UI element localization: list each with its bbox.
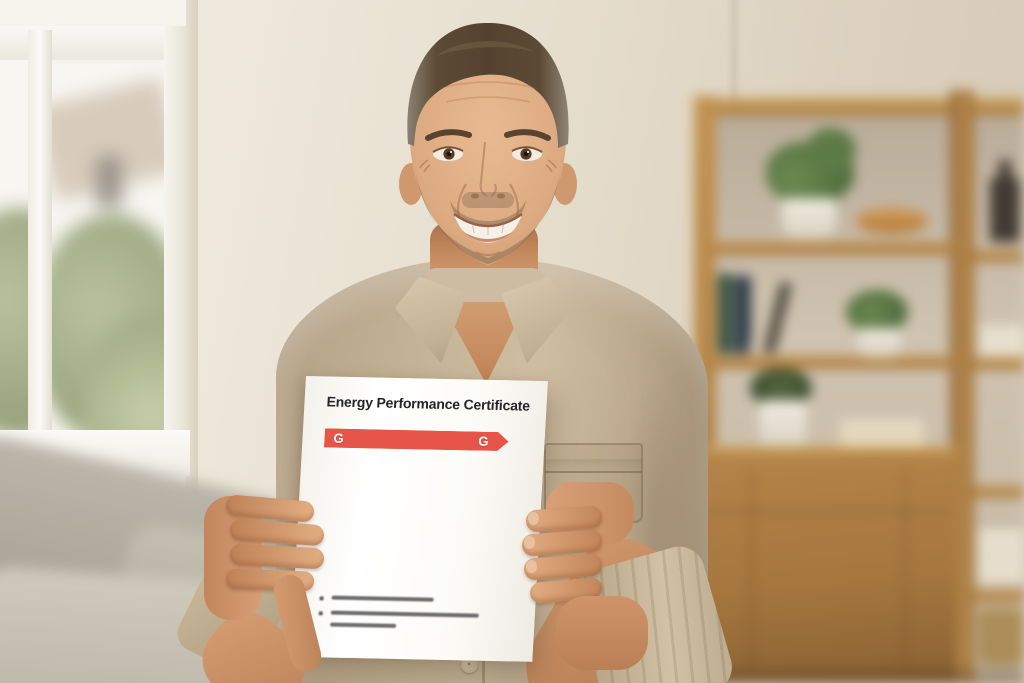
fingernail — [528, 512, 539, 525]
dark-bottle — [990, 160, 1020, 242]
book-stack — [980, 326, 1024, 356]
cabinet — [700, 459, 956, 683]
window-mullion — [28, 30, 52, 434]
cabinet-drawer-line — [704, 510, 952, 513]
eyebrow-right — [504, 129, 551, 141]
nose — [479, 141, 497, 197]
book-stack — [978, 530, 1024, 582]
window-frame-shadow — [186, 0, 198, 512]
man-face — [388, 14, 588, 286]
bookshelf-shelf — [974, 250, 1024, 262]
window-pane-left — [0, 58, 28, 430]
smiling-mouth — [453, 213, 523, 243]
pocket-flap — [545, 459, 642, 473]
potted-plant-pot — [858, 328, 900, 358]
potted-plant-pot — [760, 400, 806, 450]
hair-highlight — [436, 41, 534, 56]
bookshelf-shelf — [974, 486, 1024, 498]
bookshelf-shelf — [974, 590, 1024, 602]
illegible-text-line — [330, 610, 479, 618]
right-hand — [518, 458, 668, 683]
epc-rating-arrow-bar: G G — [324, 428, 509, 451]
potted-plant-pot — [782, 198, 836, 238]
potted-plant-leaves — [846, 290, 908, 334]
bookshelf-top-rail — [694, 98, 1024, 116]
chin-crease — [475, 251, 501, 256]
fingernail — [526, 560, 537, 573]
epc-rating-chart: A A B B C C D D E F — [325, 428, 525, 432]
bookshelf-shelf — [974, 358, 1024, 370]
face — [410, 39, 566, 266]
book-stack — [840, 420, 924, 448]
window-view-house-window — [96, 156, 122, 206]
shirt-placket — [482, 650, 485, 683]
fingernail — [524, 536, 535, 549]
epc-grade-letter-tip: G — [477, 433, 489, 449]
wooden-bowl — [856, 208, 928, 234]
cabinet-top — [700, 446, 956, 461]
hair — [407, 22, 569, 148]
right-palm — [556, 596, 648, 670]
window-frame-right — [164, 26, 186, 436]
eye-right — [511, 146, 557, 173]
left-hand — [171, 468, 348, 683]
book — [735, 276, 751, 354]
floor-shadow — [700, 664, 1024, 683]
cabinet-seam — [750, 470, 753, 670]
woven-basket — [978, 608, 1024, 666]
bookshelf-shelf — [714, 356, 954, 369]
bookshelf-shelf — [714, 242, 954, 255]
certificate-title: Energy Performance Certificate — [326, 393, 531, 414]
eye-left — [419, 146, 464, 173]
eyebrow-left — [425, 129, 472, 141]
window-pane-main — [52, 64, 164, 430]
forehead-lines — [439, 81, 537, 103]
epc-grade-letter: G — [333, 430, 345, 446]
book — [718, 274, 733, 354]
potted-plant-leaves — [766, 128, 856, 204]
stubble-beard — [416, 174, 560, 264]
cabinet-seam — [904, 470, 907, 670]
bookshelf — [694, 90, 1024, 683]
stubble-upper-lip — [462, 192, 514, 208]
window — [0, 0, 198, 512]
wall-corner-shadow — [726, 0, 742, 120]
